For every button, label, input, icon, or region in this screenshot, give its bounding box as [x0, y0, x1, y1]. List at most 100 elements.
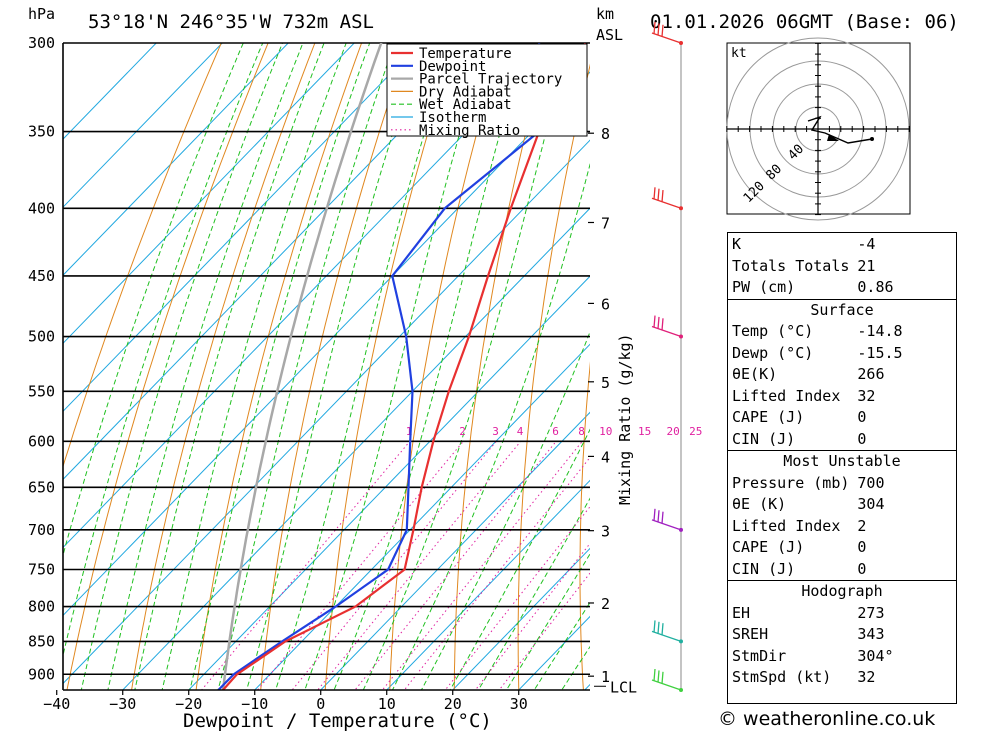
pressure-tick-label: 300 [28, 34, 55, 52]
wind-barb-staff [651, 325, 682, 338]
hodograph-unit: kt [731, 46, 747, 61]
pressure-tick-label: 500 [28, 328, 55, 346]
wet-adiabat-line [533, 601, 590, 690]
x-axis-label: Dewpoint / Temperature (°C) [183, 710, 492, 732]
axes: −40 −30 −20 −10 0 10 20 30 1 2 3 4 5 6 7 8 LCL [43, 43, 637, 713]
wind-barb [651, 508, 683, 532]
mixing-ratio-label: 15 [638, 425, 651, 438]
isotherm-line [63, 43, 289, 276]
km-unit-label: km [596, 5, 614, 23]
wind-barb-flag [657, 621, 660, 634]
km-tick-label: 5 [601, 374, 610, 392]
legend-label: Parcel Trajectory [419, 72, 562, 88]
wind-barb-column [651, 21, 683, 692]
wind-barb [651, 315, 683, 339]
parcel-trajectory-line [221, 43, 383, 690]
isotherm-line [122, 207, 590, 690]
index-panel [727, 232, 957, 704]
pressure-tick-label: 650 [28, 478, 55, 496]
isotherm-line [452, 547, 590, 690]
profiles [217, 43, 587, 690]
dry-adiabat-line [63, 43, 222, 469]
eh-row: EH 273 [732, 603, 885, 622]
hodograph: kt 40 80 120 [726, 37, 911, 221]
pressure-tick-label: 350 [28, 123, 55, 141]
x-tick-label: −30 [109, 695, 136, 713]
pressure-tick-label: 750 [28, 560, 55, 578]
wind-barb-staff [651, 32, 682, 44]
hodo-title-row: Hodograph [728, 580, 956, 603]
x-tick-label: −10 [241, 695, 268, 713]
isotherm-line [63, 43, 157, 140]
dry-adiabat-line [640, 0, 712, 733]
wet-adiabat-line [333, 43, 526, 690]
pw-row: PW (cm) 0.86 [732, 278, 894, 297]
x-tick-label: 0 [316, 695, 325, 713]
mixing-ratio-label: 6 [552, 425, 559, 438]
mixing-ratio-label: 3 [492, 425, 499, 438]
wind-barb-flag [657, 316, 660, 329]
surface-temp-row: Temp (°C) -14.8 [732, 322, 903, 341]
wet-adiabat-line [477, 497, 590, 690]
km-tick-label: 7 [601, 214, 610, 232]
dry-adiabat-line [966, 0, 1000, 733]
pressure-tick-label: 700 [28, 521, 55, 539]
index-table: K -4 Totals Totals 21 PW (cm) 0.86 Surface … [728, 234, 956, 689]
asl-unit-label: ASL [596, 26, 623, 44]
mu-title-row: Most Unstable [728, 450, 956, 473]
x-tick-label: 10 [378, 695, 396, 713]
legend-label: Wet Adiabat [419, 97, 512, 113]
wet-adiabat-line [134, 43, 325, 690]
mixing-ratio-label: 20 [667, 425, 680, 438]
km-tick-label: 1 [601, 668, 610, 686]
isotherm-line [188, 275, 590, 690]
mu-cape-row: CAPE (J) 0 [732, 538, 867, 557]
wind-barb-flag [653, 21, 656, 35]
mixing-ratio-axis-label: Mixing Ratio (g/kg) [616, 333, 634, 505]
mixing-ratio-line [474, 542, 590, 690]
mixing-ratio-label: 4 [517, 425, 524, 438]
wind-barb-flag [661, 623, 664, 636]
hodograph-trace [807, 115, 873, 144]
mixing-ratio-label: 25 [689, 425, 702, 438]
stmspd-row: StmSpd (kt) 32 [732, 668, 876, 687]
surface-li-row: Lifted Index 32 [732, 386, 876, 405]
lcl-label: LCL [610, 678, 637, 696]
wind-barb-flag [653, 315, 656, 328]
legend-label: Dry Adiabat [419, 84, 512, 100]
wind-barb-flag [653, 668, 656, 682]
isotherm-line [63, 139, 590, 685]
x-tick-label: 30 [510, 695, 528, 713]
mixing-ratio-labels: 1 2 3 4 6 8 10 15 20 25 [406, 425, 703, 438]
wind-barb-flag [661, 671, 664, 684]
km-tick-label: 8 [601, 125, 610, 143]
copyright-footer[interactable]: © weatheronline.co.uk [718, 708, 936, 730]
wind-barb-flag [653, 187, 656, 200]
wet-adiabat-line [505, 553, 590, 690]
mixing-ratio-line [403, 456, 590, 690]
legend-label: Isotherm [419, 110, 486, 126]
pressure-tick-label: 850 [28, 632, 55, 650]
wind-barb-flag [657, 23, 660, 36]
wet-adiabat-line [63, 43, 244, 557]
wind-barb-staff [651, 630, 682, 643]
mu-pressure-row: Pressure (mb) 700 [732, 473, 885, 492]
wind-barb [651, 21, 683, 45]
isotherm-line [320, 411, 590, 690]
pressure-tick-label: 400 [28, 199, 55, 217]
mixing-ratio-label: 2 [459, 425, 466, 438]
wind-barb-flag [657, 188, 660, 201]
mu-li-row: Lifted Index 2 [732, 516, 867, 535]
mu-theta-row: θE (K) 304 [732, 495, 885, 514]
wind-barb-staff [651, 519, 682, 531]
pressure-tick-label: 800 [28, 598, 55, 616]
mu-cin-row: CIN (J) 0 [732, 559, 867, 578]
wet-adiabat-line [63, 43, 264, 658]
wet-adiabat-line [80, 43, 284, 690]
wet-adiabat-line [246, 43, 423, 690]
k-row: K -4 [732, 235, 876, 254]
x-tick-label: −20 [175, 695, 202, 713]
wind-barb-flag [657, 670, 660, 683]
